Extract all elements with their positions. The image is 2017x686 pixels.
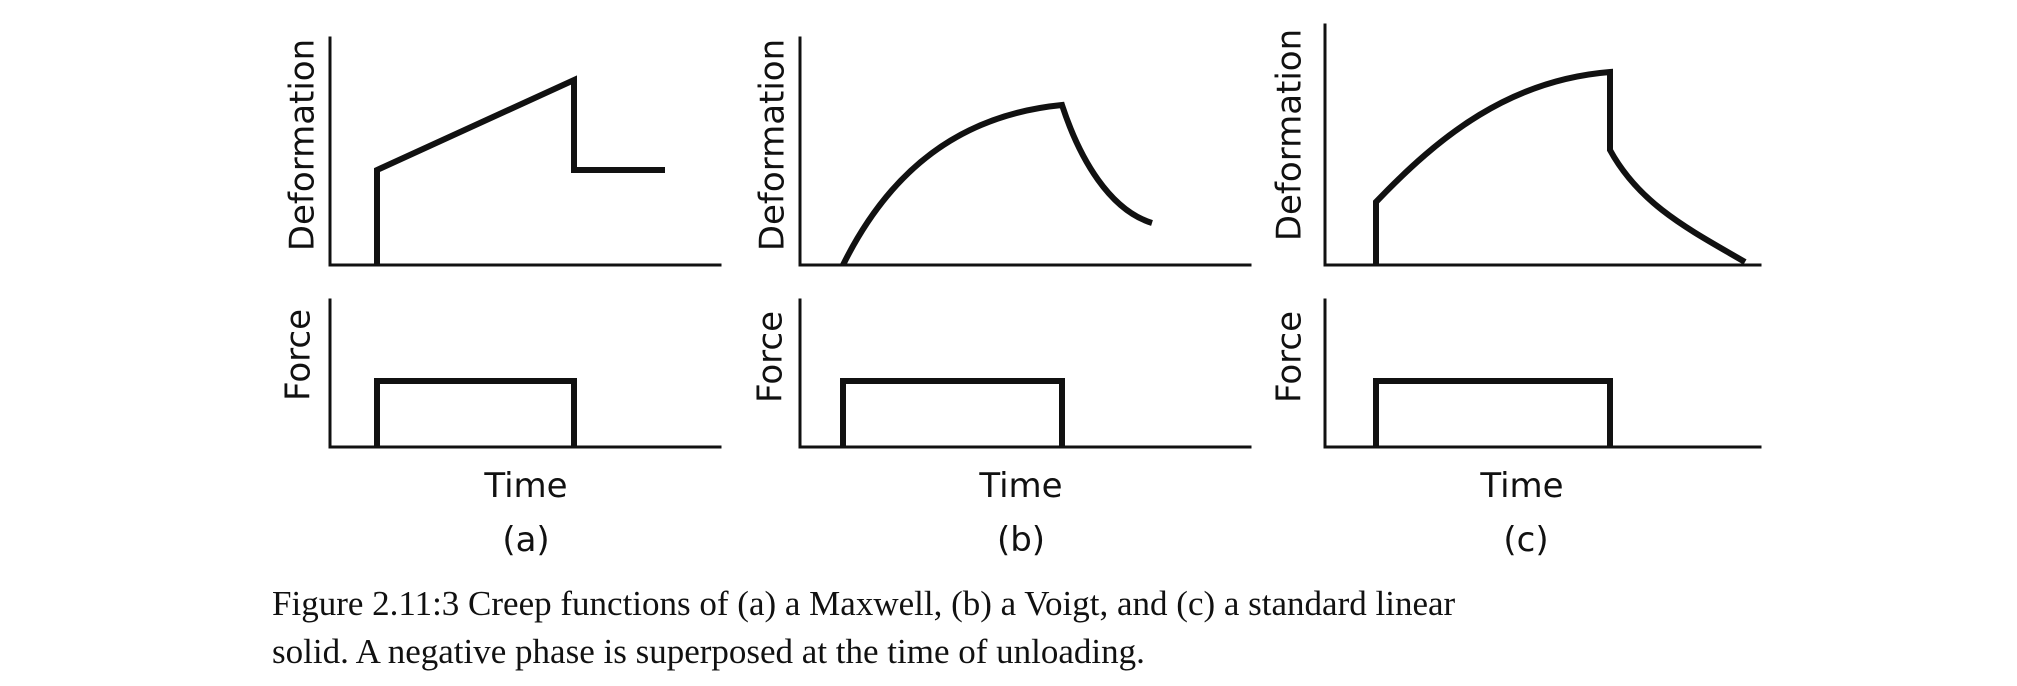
- panel-a-time-label: Time: [483, 466, 567, 506]
- panel-b-force-label: Force: [751, 311, 791, 403]
- panel-b-time-label: Time: [978, 466, 1062, 506]
- figure-caption-line-1: Figure 2.11:3 Creep functions of (a) a M…: [272, 584, 1456, 623]
- panel-a-id-label: (a): [502, 520, 549, 560]
- panel-a-force-label: Force: [279, 309, 319, 401]
- panel-b-deformation-label: Deformation: [753, 39, 793, 251]
- panel-a-force-pulse: [374, 378, 577, 447]
- panel-b-deformation-curve: [840, 101, 1153, 267]
- figure-caption-line-2: solid. A negative phase is superposed at…: [272, 632, 1145, 671]
- panel-a-deformation-curve: [374, 75, 665, 265]
- panel-c-force-pulse: [1373, 378, 1613, 447]
- panel-c-deformation-label: Deformation: [1270, 29, 1310, 241]
- figure-caption: Figure 2.11:3 Creep functions of (a) a M…: [272, 580, 1832, 676]
- panel-a-deformation-label: Deformation: [283, 39, 323, 251]
- panel-c-deformation-curve: [1373, 68, 1747, 265]
- panel-a: Deformation Force Time (a): [279, 36, 722, 560]
- panel-c-force-label: Force: [1270, 311, 1310, 403]
- panel-b-id-label: (b): [997, 520, 1045, 560]
- panel-c: Deformation Force Time (c): [1270, 23, 1762, 560]
- panel-b: Deformation Force Time (b): [751, 36, 1252, 560]
- panel-c-time-label: Time: [1479, 466, 1563, 506]
- panel-b-force-pulse: [840, 378, 1065, 447]
- panel-c-id-label: (c): [1503, 520, 1548, 560]
